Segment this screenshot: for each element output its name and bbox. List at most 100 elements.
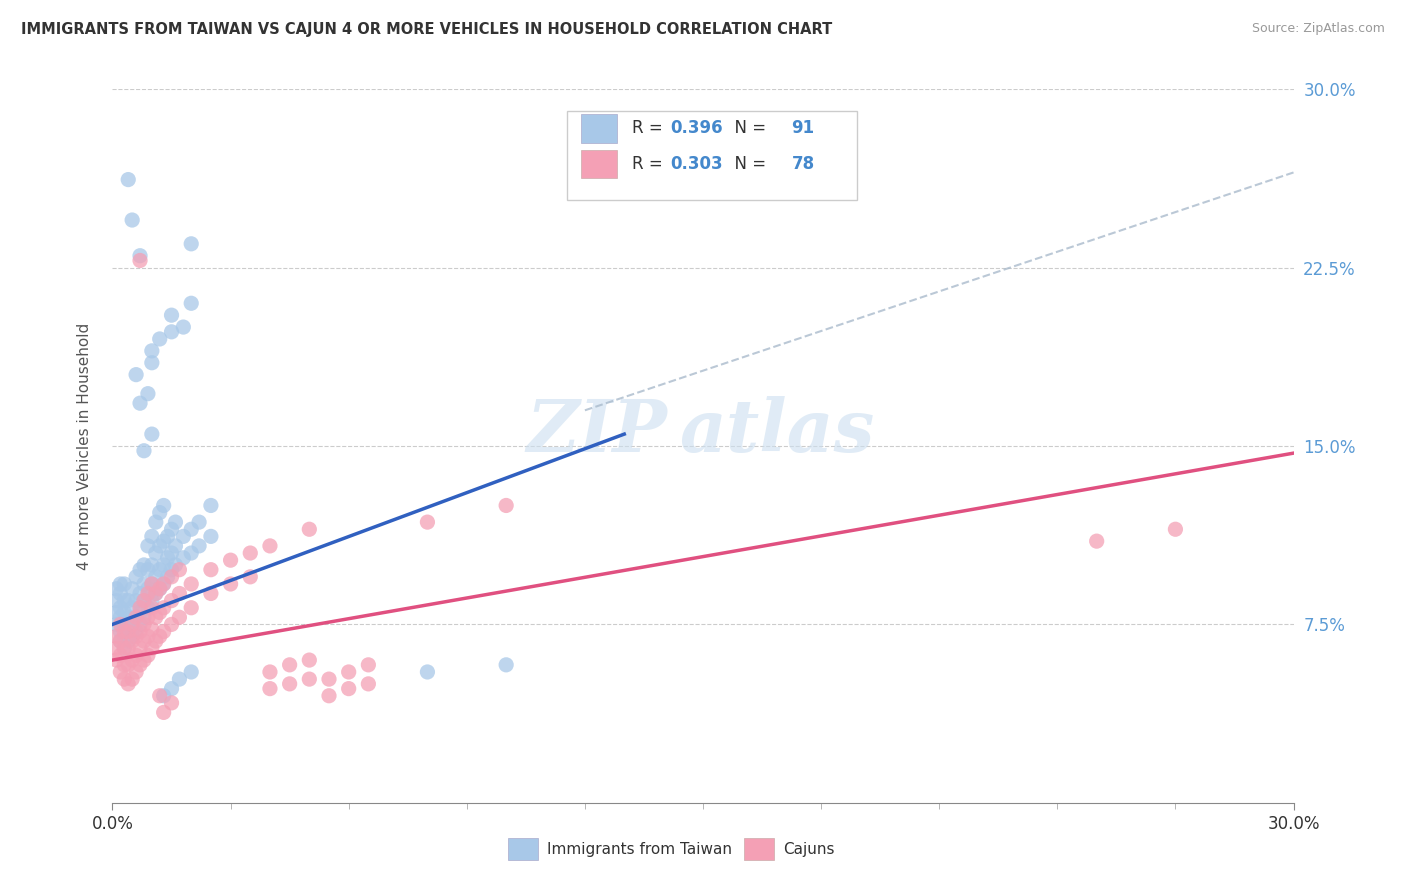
Point	[156, 529, 179, 543]
Point	[145, 586, 167, 600]
Point	[141, 356, 163, 370]
Point	[180, 600, 202, 615]
Point	[149, 582, 172, 596]
Point	[117, 624, 139, 639]
FancyBboxPatch shape	[581, 150, 617, 178]
Point	[121, 672, 143, 686]
Point	[152, 577, 174, 591]
Point	[112, 624, 135, 639]
Point	[141, 641, 163, 656]
Point	[132, 617, 155, 632]
Point	[136, 629, 159, 643]
Point	[112, 593, 135, 607]
Point	[145, 634, 167, 648]
Point	[149, 506, 172, 520]
Point	[125, 665, 148, 679]
Point	[117, 677, 139, 691]
Point	[110, 648, 132, 663]
Point	[129, 657, 152, 672]
Point	[129, 624, 152, 639]
Point	[110, 600, 132, 615]
Point	[152, 600, 174, 615]
Point	[125, 368, 148, 382]
Point	[160, 593, 183, 607]
Point	[132, 558, 155, 572]
Point	[160, 617, 183, 632]
Point	[219, 553, 242, 567]
Point	[136, 563, 159, 577]
Point	[357, 677, 380, 691]
Point	[1085, 534, 1108, 549]
Point	[125, 570, 148, 584]
Point	[117, 641, 139, 656]
Point	[160, 570, 183, 584]
Point	[132, 653, 155, 667]
Point	[188, 539, 211, 553]
Point	[172, 320, 194, 334]
Text: 78: 78	[792, 155, 814, 173]
Point	[129, 617, 152, 632]
Point	[132, 577, 155, 591]
Point	[136, 586, 159, 600]
Point	[160, 325, 183, 339]
Point	[105, 593, 128, 607]
Point	[149, 629, 172, 643]
Text: R =: R =	[633, 155, 668, 173]
Point	[278, 657, 301, 672]
FancyBboxPatch shape	[508, 838, 537, 860]
Point	[129, 586, 152, 600]
Point	[145, 570, 167, 584]
Point	[259, 539, 281, 553]
Point	[136, 386, 159, 401]
Point	[141, 529, 163, 543]
Point	[112, 672, 135, 686]
Point	[110, 634, 132, 648]
Point	[160, 522, 183, 536]
Point	[152, 558, 174, 572]
Y-axis label: 4 or more Vehicles in Household: 4 or more Vehicles in Household	[77, 322, 91, 570]
Point	[160, 563, 183, 577]
Point	[141, 427, 163, 442]
Point	[117, 610, 139, 624]
Point	[169, 563, 191, 577]
Point	[112, 641, 135, 656]
Point	[125, 629, 148, 643]
Point	[141, 558, 163, 572]
Point	[117, 593, 139, 607]
Point	[200, 529, 222, 543]
Point	[152, 689, 174, 703]
FancyBboxPatch shape	[744, 838, 773, 860]
Point	[121, 629, 143, 643]
Point	[129, 396, 152, 410]
Point	[129, 563, 152, 577]
Point	[112, 641, 135, 656]
Point	[149, 606, 172, 620]
Point	[165, 515, 187, 529]
Point	[121, 600, 143, 615]
Point	[136, 582, 159, 596]
Point	[180, 546, 202, 560]
Point	[298, 522, 321, 536]
Point	[125, 648, 148, 663]
Point	[110, 617, 132, 632]
Text: Source: ZipAtlas.com: Source: ZipAtlas.com	[1251, 22, 1385, 36]
Point	[125, 610, 148, 624]
Point	[141, 577, 163, 591]
Point	[149, 539, 172, 553]
Point	[298, 672, 321, 686]
Point	[152, 577, 174, 591]
Point	[318, 689, 340, 703]
Point	[188, 515, 211, 529]
Text: Cajuns: Cajuns	[783, 842, 835, 856]
Point	[129, 249, 152, 263]
Point	[180, 296, 202, 310]
Point	[129, 641, 152, 656]
Point	[259, 681, 281, 696]
Point	[156, 570, 179, 584]
Text: N =: N =	[724, 120, 772, 137]
Point	[141, 577, 163, 591]
Point	[141, 593, 163, 607]
Point	[110, 624, 132, 639]
Point	[132, 634, 155, 648]
Point	[112, 577, 135, 591]
